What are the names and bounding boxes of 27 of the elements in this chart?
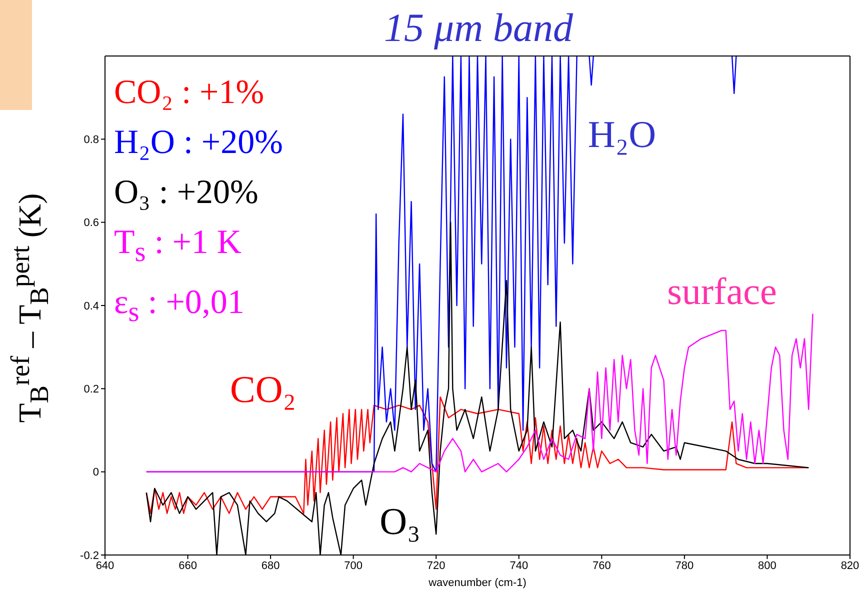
x-tick-label: 740: [510, 560, 528, 572]
text: O₃ : +20%: [114, 173, 260, 213]
text: H₂O : +20%: [114, 123, 283, 163]
x-tick-label: 720: [426, 560, 446, 572]
x-tick-label: 780: [675, 560, 694, 572]
annotation: O₃: [380, 500, 420, 544]
chart-title: 15 μm band: [383, 4, 574, 51]
text: CO₂ : +1%: [114, 73, 266, 113]
x-tick-label: 680: [261, 560, 280, 572]
annotation: ε$_{s}$ : +0,01: [114, 282, 246, 330]
x-tick-label: 640: [96, 560, 114, 572]
text: T$_{s}$ : +1 K: [114, 223, 242, 270]
annotation: H₂O: [588, 113, 656, 157]
annotation: CO₂: [230, 368, 296, 412]
x-tick-label: 800: [758, 560, 776, 572]
y-tick-label: -0.2: [80, 550, 99, 562]
x-tick-label: 760: [592, 560, 611, 572]
x-tick-label: 660: [178, 560, 197, 572]
x-tick-label: 820: [840, 560, 860, 572]
x-tick-label: 700: [344, 560, 363, 572]
x-axis-title: wavenumber (cm-1): [428, 577, 526, 589]
y-tick-label: 0.4: [84, 300, 99, 312]
y-tick-label: 0.8: [84, 134, 99, 146]
y-tick-label: 0: [92, 466, 99, 479]
annotation: surface: [667, 270, 777, 314]
y-tick-label: 0.2: [84, 384, 99, 396]
y-tick-label: 0.6: [84, 217, 99, 230]
